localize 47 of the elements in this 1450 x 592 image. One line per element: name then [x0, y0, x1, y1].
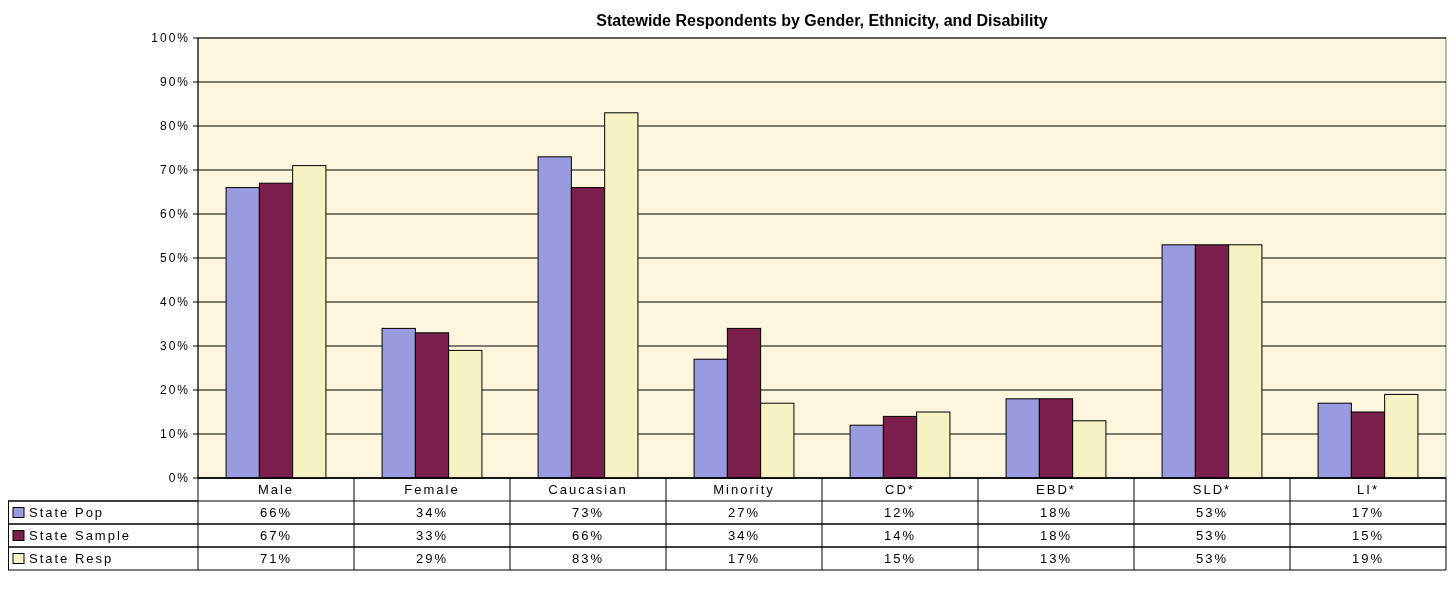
- data-label: 71%: [259, 551, 293, 567]
- data-label: 15%: [1351, 528, 1385, 544]
- x-tick-label: Minority: [713, 482, 775, 498]
- y-tick-label: 10%: [159, 427, 190, 442]
- x-tick-label: Female: [404, 482, 460, 498]
- legend-label: State Resp: [29, 551, 114, 567]
- data-label: 18%: [1039, 505, 1073, 521]
- y-tick-label: 100%: [151, 31, 190, 46]
- data-label: 53%: [1195, 528, 1229, 544]
- data-label: 34%: [415, 505, 449, 521]
- chart-title: Statewide Respondents by Gender, Ethnicity, and Disability: [596, 12, 1048, 29]
- data-label: 53%: [1195, 505, 1229, 521]
- data-label: 29%: [415, 551, 449, 567]
- data-label: 14%: [883, 528, 917, 544]
- y-tick-label: 40%: [159, 295, 190, 310]
- y-tick-label: 0%: [168, 471, 190, 486]
- data-label: 17%: [1351, 505, 1385, 521]
- data-label: 33%: [415, 528, 449, 544]
- x-tick-label: EBD*: [1036, 482, 1076, 498]
- legend-label: State Pop: [29, 505, 105, 521]
- x-tick-label: CD*: [885, 482, 915, 498]
- data-label: 83%: [571, 551, 605, 567]
- data-label: 18%: [1039, 528, 1073, 544]
- data-label: 13%: [1039, 551, 1073, 567]
- y-tick-label: 70%: [159, 163, 190, 178]
- data-label: 27%: [727, 505, 761, 521]
- data-label: 34%: [727, 528, 761, 544]
- data-label: 53%: [1195, 551, 1229, 567]
- data-label: 15%: [883, 551, 917, 567]
- legend-label: State Sample: [29, 528, 132, 544]
- y-tick-label: 20%: [159, 383, 190, 398]
- data-label: 17%: [727, 551, 761, 567]
- y-tick-label: 30%: [159, 339, 190, 354]
- data-label: 12%: [883, 505, 917, 521]
- y-tick-label: 80%: [159, 119, 190, 134]
- x-tick-label: SLD*: [1192, 482, 1232, 498]
- x-tick-label: LI*: [1357, 482, 1379, 498]
- data-label: 19%: [1351, 551, 1385, 567]
- data-label: 66%: [571, 528, 605, 544]
- data-label: 73%: [571, 505, 605, 521]
- data-label: 66%: [259, 505, 293, 521]
- data-label: 67%: [259, 528, 293, 544]
- x-tick-label: Caucasian: [548, 482, 628, 498]
- y-tick-label: 90%: [159, 75, 190, 90]
- y-tick-label: 50%: [159, 251, 190, 266]
- x-tick-label: Male: [257, 482, 295, 498]
- y-tick-label: 60%: [159, 207, 190, 222]
